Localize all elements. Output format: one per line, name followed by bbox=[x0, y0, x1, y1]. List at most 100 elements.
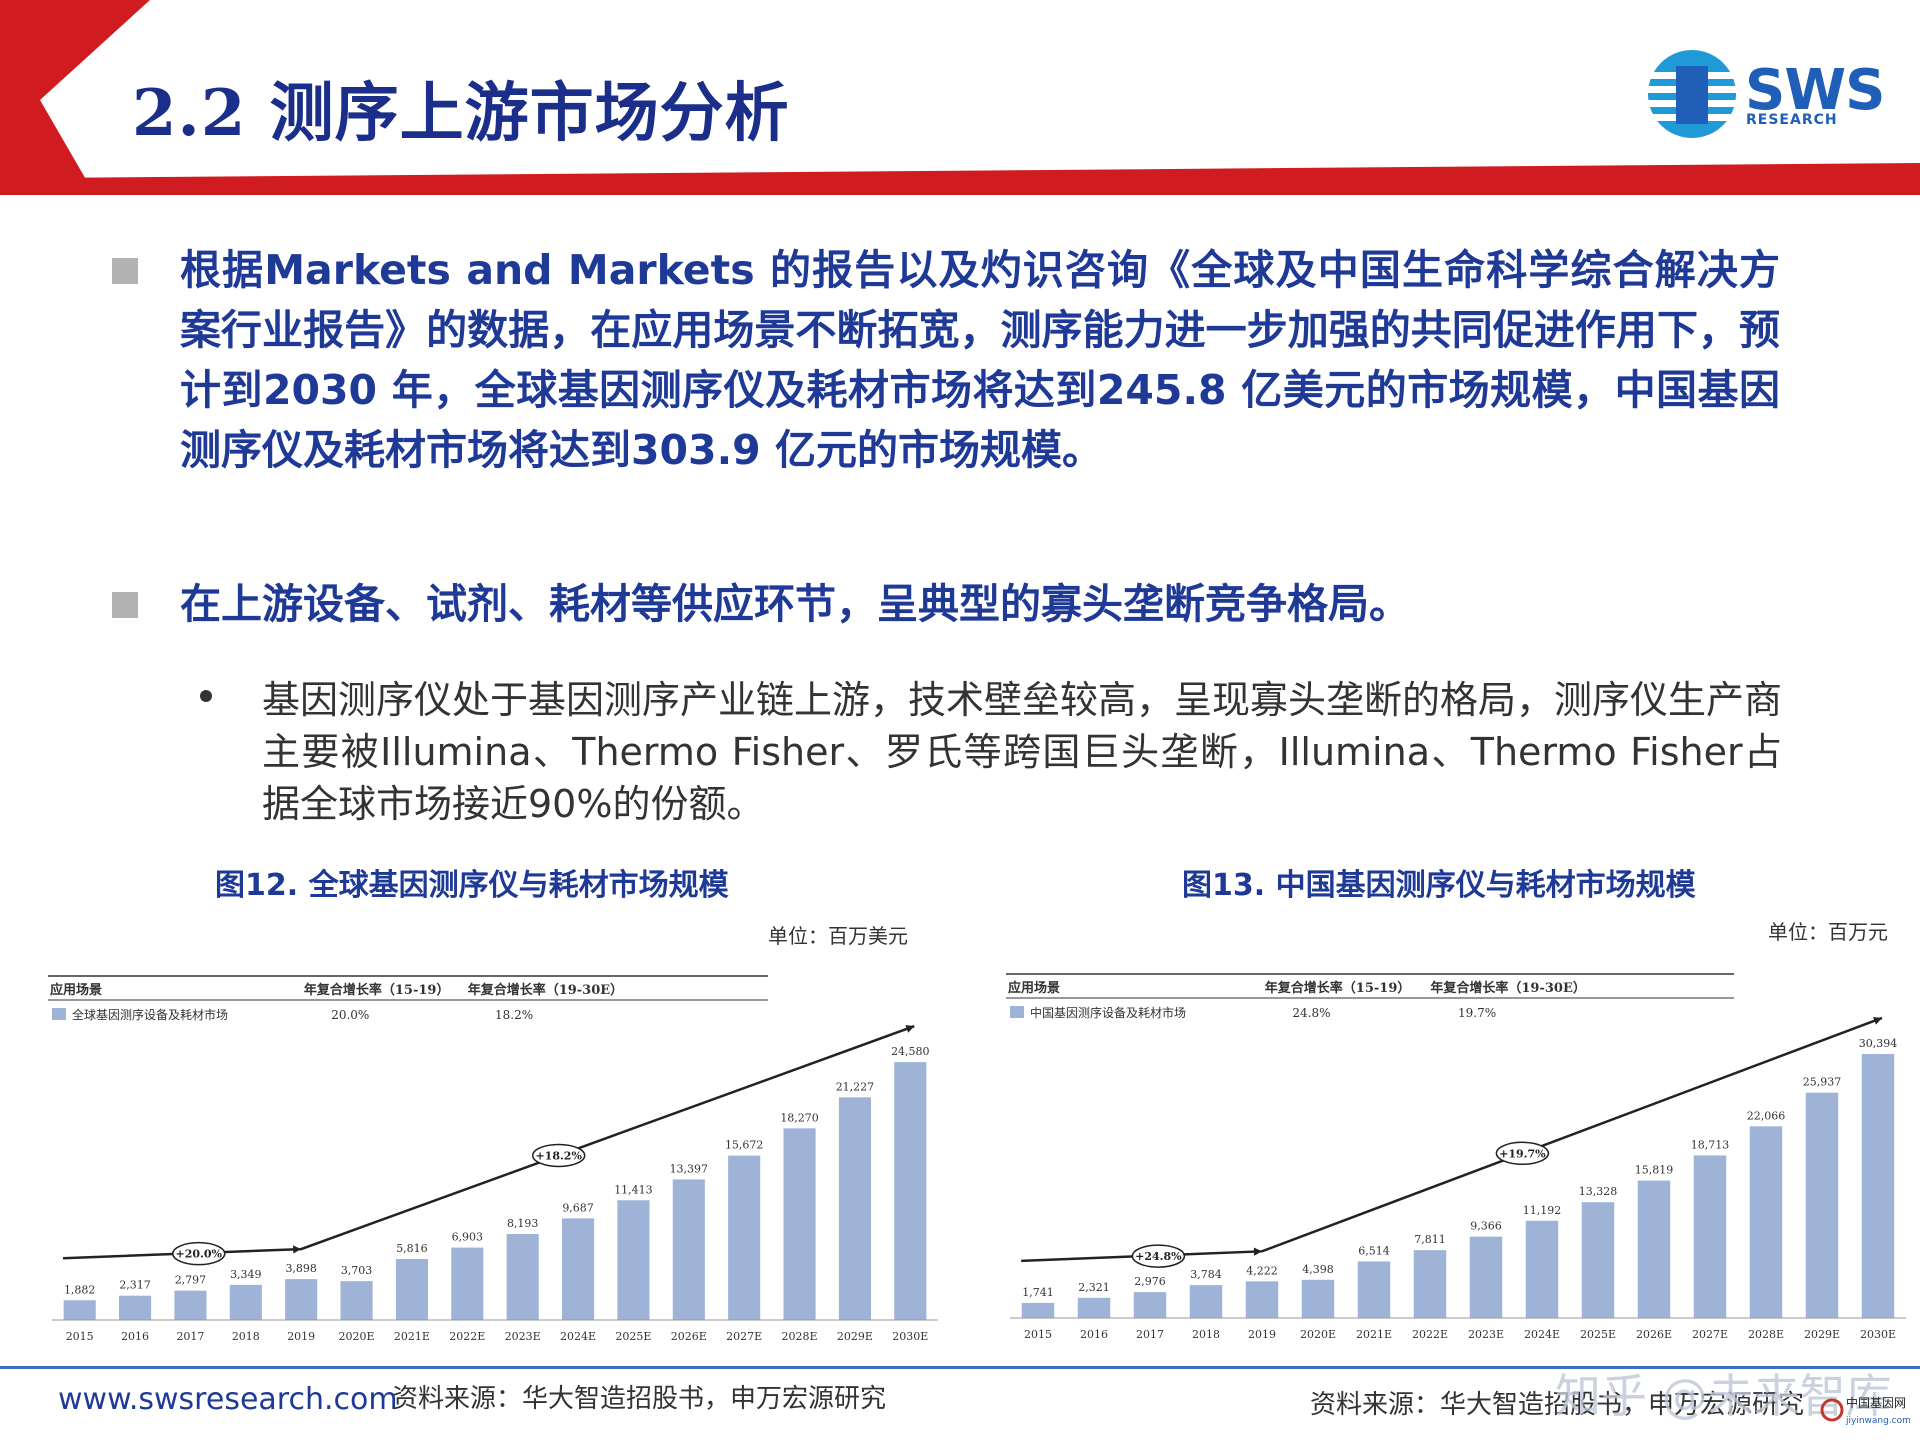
x-tick-label: 2022E bbox=[1412, 1328, 1448, 1341]
watermark: 知乎 @未来智库 bbox=[1555, 1369, 1892, 1423]
x-tick-label: 2016 bbox=[121, 1330, 149, 1343]
source-note-right: 资料来源：华大智造招股书，申万宏源研究 bbox=[1310, 1390, 1805, 1420]
sws-logo-icon bbox=[1648, 50, 1736, 138]
header-band bbox=[0, 0, 1920, 195]
red-chevron bbox=[0, 0, 150, 195]
legend-swatch bbox=[52, 1008, 66, 1020]
bar-2030E bbox=[1861, 1053, 1895, 1318]
table-cagr-1-value: 20.0% bbox=[331, 1008, 369, 1022]
x-tick-label: 2016 bbox=[1080, 1328, 1108, 1341]
x-tick-label: 2026E bbox=[1636, 1328, 1672, 1341]
bar-value-label: 4,398 bbox=[1302, 1263, 1334, 1276]
bar-2023E bbox=[1469, 1236, 1503, 1318]
bullet-2: 在上游设备、试剂、耗材等供应环节，呈典型的寡头垄断竞争格局。 bbox=[180, 580, 1410, 628]
bar-value-label: 22,066 bbox=[1747, 1109, 1786, 1122]
x-tick-label: 2019 bbox=[287, 1330, 315, 1343]
cagr-annotation: +20.0% bbox=[176, 1248, 223, 1261]
logo-subtext: RESEARCH bbox=[1746, 112, 1838, 128]
bar-2025E bbox=[617, 1200, 650, 1320]
figure-12-unit: 单位：百万美元 bbox=[768, 924, 908, 948]
bar-value-label: 1,882 bbox=[64, 1283, 96, 1296]
x-tick-label: 2026E bbox=[671, 1330, 707, 1343]
x-tick-label: 2029E bbox=[1804, 1328, 1840, 1341]
x-tick-label: 2023E bbox=[505, 1330, 541, 1343]
x-tick-label: 2025E bbox=[1580, 1328, 1616, 1341]
figure-13-unit: 单位：百万元 bbox=[1768, 920, 1888, 944]
x-tick-label: 2024E bbox=[1524, 1328, 1560, 1341]
bar-value-label: 18,713 bbox=[1691, 1138, 1730, 1151]
trend-arrowhead bbox=[905, 1025, 915, 1033]
bar-value-label: 11,413 bbox=[614, 1183, 653, 1196]
bar-2028E bbox=[783, 1128, 816, 1320]
bar-2028E bbox=[1749, 1126, 1783, 1318]
bar-2016 bbox=[119, 1295, 152, 1320]
sub-bullet-dot-icon bbox=[200, 690, 212, 702]
x-tick-label: 2025E bbox=[615, 1330, 651, 1343]
bar-value-label: 6,514 bbox=[1358, 1244, 1390, 1257]
bar-2021E bbox=[395, 1258, 428, 1320]
bar-2027E bbox=[1693, 1155, 1727, 1318]
bar-2017 bbox=[174, 1290, 207, 1320]
bar-value-label: 6,903 bbox=[452, 1231, 484, 1244]
bar-2030E bbox=[894, 1062, 927, 1320]
table-cagr-2-value: 18.2% bbox=[495, 1008, 533, 1022]
bar-2016 bbox=[1077, 1297, 1111, 1318]
bar-2024E bbox=[1525, 1220, 1559, 1318]
cagr-annotation: +24.8% bbox=[1135, 1250, 1182, 1263]
bar-2020E bbox=[1301, 1279, 1335, 1318]
table-header-scenario: 应用场景 bbox=[50, 982, 102, 998]
bar-2026E bbox=[1637, 1180, 1671, 1318]
x-tick-label: 2015 bbox=[66, 1330, 94, 1343]
table-header-cagr-2: 年复合增长率（19-30E） bbox=[1430, 980, 1586, 996]
bar-2022E bbox=[1413, 1250, 1447, 1318]
bar-2019 bbox=[285, 1279, 318, 1320]
bar-value-label: 18,270 bbox=[780, 1111, 819, 1124]
x-tick-label: 2018 bbox=[1192, 1328, 1220, 1341]
legend-label: 中国基因测序设备及耗材市场 bbox=[1030, 1005, 1186, 1020]
figure-12-caption: 图12. 全球基因测序仪与耗材市场规模 bbox=[215, 868, 729, 903]
x-tick-label: 2027E bbox=[1692, 1328, 1728, 1341]
bar-value-label: 15,672 bbox=[725, 1139, 764, 1152]
x-tick-label: 2015 bbox=[1024, 1328, 1052, 1341]
website-link[interactable]: www.swsresearch.com bbox=[58, 1382, 398, 1417]
bar-value-label: 15,819 bbox=[1635, 1164, 1674, 1177]
x-tick-label: 2028E bbox=[1748, 1328, 1784, 1341]
table-cagr-1-value: 24.8% bbox=[1292, 1006, 1330, 1020]
x-tick-label: 2017 bbox=[1136, 1328, 1164, 1341]
bar-value-label: 3,898 bbox=[285, 1262, 317, 1275]
china-market-chart: 应用场景 年复合增长率（15-19） 年复合增长率（19-30E） 中国基因测序设备及… bbox=[1006, 973, 1906, 1341]
cagr-oval bbox=[171, 1241, 226, 1266]
source-note-left: 资料来源：华大智造招股书，申万宏源研究 bbox=[392, 1384, 887, 1414]
x-tick-label: 2021E bbox=[1356, 1328, 1392, 1341]
bar-2015 bbox=[1021, 1302, 1055, 1318]
bar-value-label: 3,703 bbox=[341, 1264, 373, 1277]
bar-value-label: 11,192 bbox=[1523, 1204, 1562, 1217]
bar-2029E bbox=[1805, 1092, 1839, 1318]
x-tick-label: 2023E bbox=[1468, 1328, 1504, 1341]
bar-value-label: 24,580 bbox=[891, 1045, 930, 1058]
x-tick-label: 2030E bbox=[892, 1330, 928, 1343]
bar-value-label: 3,784 bbox=[1190, 1268, 1222, 1281]
x-tick-label: 2019 bbox=[1248, 1328, 1276, 1341]
bar-2021E bbox=[1357, 1261, 1391, 1318]
svg-text:中国基因网: 中国基因网 bbox=[1846, 1395, 1906, 1410]
footer-divider bbox=[0, 1366, 1920, 1369]
x-tick-label: 2027E bbox=[726, 1330, 762, 1343]
legend-label: 全球基因测序设备及耗材市场 bbox=[72, 1007, 228, 1022]
bar-value-label: 30,394 bbox=[1859, 1037, 1898, 1050]
x-tick-label: 2024E bbox=[560, 1330, 596, 1343]
bar-value-label: 2,976 bbox=[1134, 1275, 1166, 1288]
x-tick-label: 2028E bbox=[782, 1330, 818, 1343]
trend-arrowhead bbox=[1253, 1247, 1262, 1256]
bar-value-label: 13,397 bbox=[670, 1162, 709, 1175]
bar-value-label: 2,797 bbox=[175, 1274, 207, 1287]
bar-value-label: 8,193 bbox=[507, 1217, 539, 1230]
bar-2015 bbox=[63, 1300, 96, 1320]
sub-bullet: 基因测序仪处于基因测序产业链上游，技术壁垒较高，呈现寡头垄断的格局，测序仪生产商… bbox=[262, 678, 1783, 826]
x-tick-label: 2021E bbox=[394, 1330, 430, 1343]
x-tick-label: 2029E bbox=[837, 1330, 873, 1343]
legend-swatch bbox=[1010, 1006, 1024, 1018]
bar-2025E bbox=[1581, 1202, 1615, 1318]
trend-arrowhead bbox=[293, 1245, 302, 1254]
bar-value-label: 13,328 bbox=[1579, 1185, 1618, 1198]
